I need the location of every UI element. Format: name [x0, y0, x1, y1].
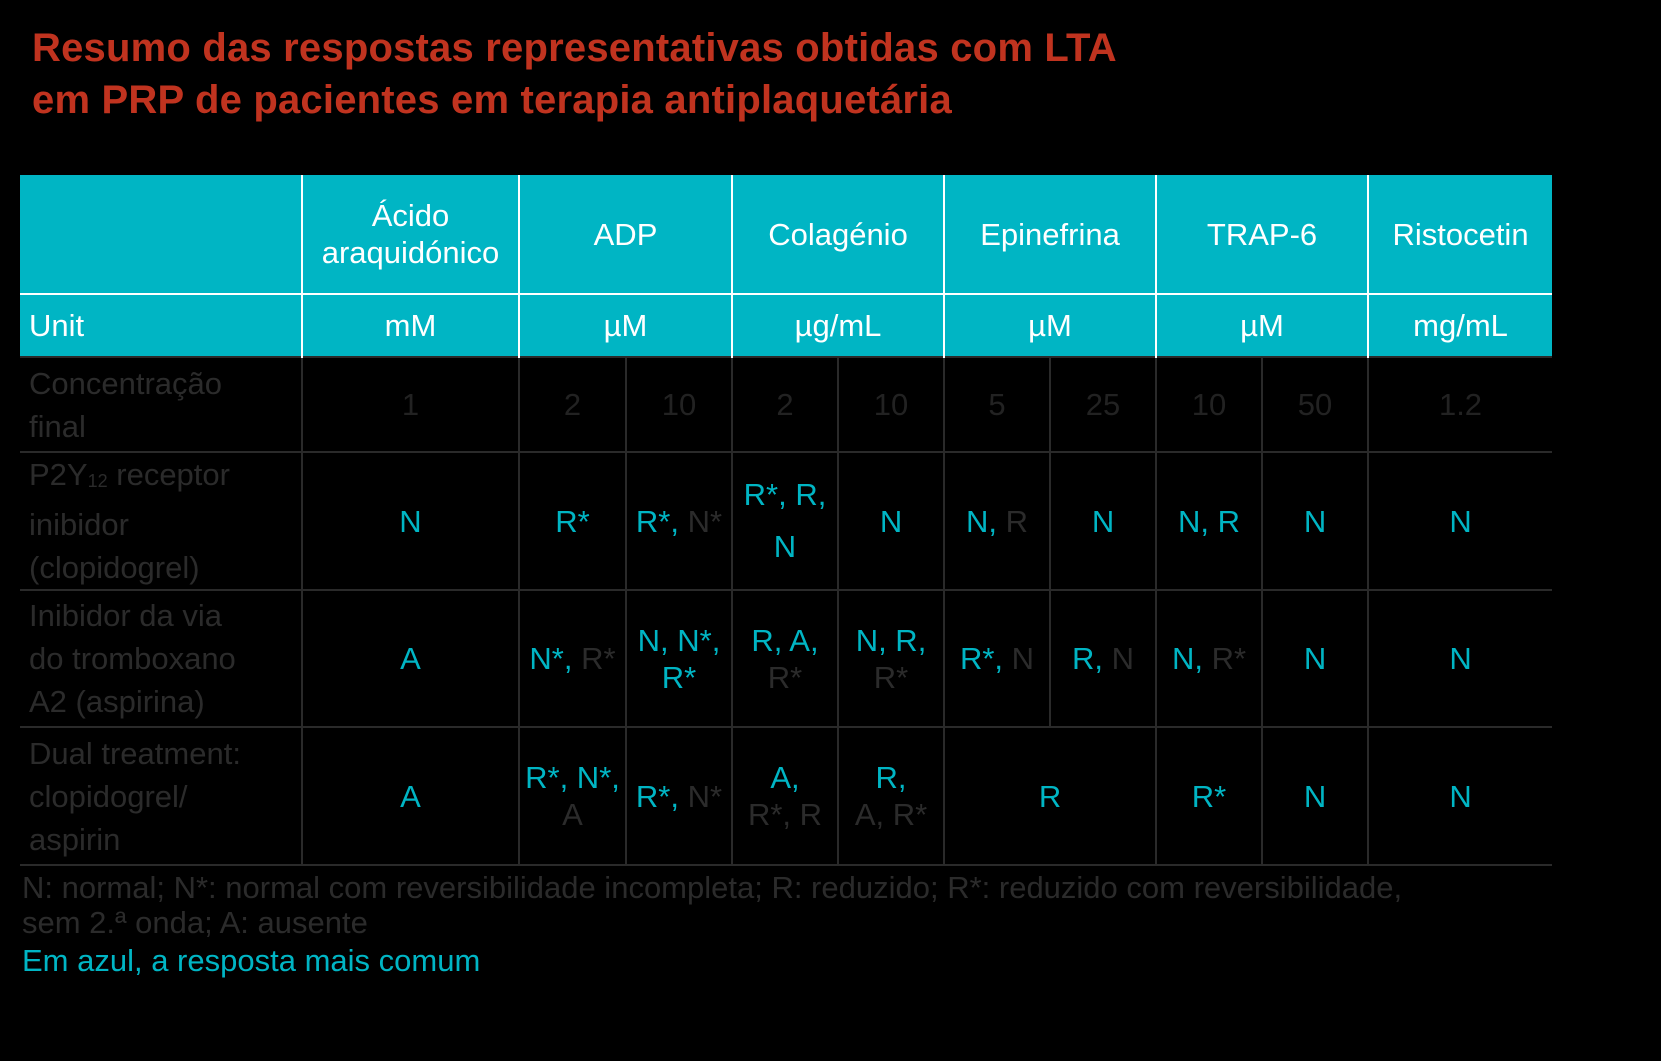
title-line-2: em PRP de pacientes em terapia antiplaqu… [32, 78, 952, 122]
response-cell: N [836, 451, 945, 590]
unit-cell: µM [1155, 293, 1369, 357]
concentration-value: 10 [625, 356, 732, 452]
response-cell: R*, N [943, 589, 1051, 727]
response-cell: N [1367, 589, 1553, 727]
header-empty-cell [20, 175, 302, 294]
response-cell: N [1367, 451, 1553, 590]
response-cell: R, A, R* [731, 589, 838, 727]
header-colagenio: Colagénio [730, 175, 945, 294]
row-label-aspirin: Inibidor da via do tromboxano A2 (aspirina… [20, 589, 302, 727]
lta-response-table: Ácido araquidónico ADP Colagénio Epinefri… [20, 175, 1553, 866]
response-cell: N [1261, 451, 1369, 590]
row-p2y12-inhibitor: P2Y12 receptor inibidor (clopidogrel) N R*… [20, 451, 1553, 590]
response-cell: R* [1155, 726, 1263, 866]
response-cell: N, R* [1155, 589, 1263, 727]
row-label-p2y12: P2Y12 receptor inibidor (clopidogrel) [20, 451, 302, 590]
concentration-value: 50 [1261, 356, 1369, 452]
response-cell: N [1049, 451, 1157, 590]
row-label-dual: Dual treatment: clopidogrel/aspirin [20, 726, 302, 866]
unit-cell: mM [301, 293, 519, 357]
response-cell: R*, N*, A [518, 726, 626, 866]
concentration-row: Concentração final 1 2 10 2 10 5 25 10 50… [20, 356, 1553, 452]
row-dual-treatment: Dual treatment: clopidogrel/aspirin A R*,… [20, 726, 1553, 866]
concentration-value: 10 [1155, 356, 1263, 452]
blue-note: Em azul, a resposta mais comum [22, 943, 481, 978]
legend-text: N: normal; N*: normal com reversibilidad… [22, 870, 1403, 940]
response-cell: N*, R* [518, 589, 626, 727]
concentration-value: 5 [943, 356, 1051, 452]
header-ristocetin: Ristocetin [1367, 175, 1553, 294]
row-thromboxane-inhibitor: Inibidor da via do tromboxano A2 (aspirina… [20, 589, 1553, 727]
response-cell: A [301, 726, 519, 866]
concentration-value: 1 [301, 356, 519, 452]
title-line-1: Resumo das respostas representativas obt… [32, 26, 1117, 70]
response-cell: N, R [943, 451, 1051, 590]
concentration-value: 2 [518, 356, 626, 452]
concentration-value: 25 [1049, 356, 1157, 452]
unit-row: Unit mM µM µg/mL µM µM mg/mL [20, 293, 1553, 357]
response-cell: A, R*, R [731, 726, 838, 866]
unit-cell: µg/mL [730, 293, 945, 357]
unit-cell: mg/mL [1367, 293, 1553, 357]
header-adp: ADP [518, 175, 732, 294]
header-acido-araquidonico: Ácido araquidónico [301, 175, 519, 294]
concentration-value: 1.2 [1367, 356, 1553, 452]
response-cell: R*, N* [625, 451, 732, 590]
concentration-value: 10 [836, 356, 945, 452]
response-cell: N, R, R* [836, 589, 945, 727]
unit-label: Unit [20, 293, 302, 357]
header-epinefrina: Epinefrina [943, 175, 1157, 294]
response-cell: N, N*, R* [625, 589, 732, 727]
response-cell: R [943, 726, 1157, 866]
concentration-label: Concentração final [20, 356, 302, 452]
response-cell: R*, R, N [731, 451, 838, 590]
response-cell: N [1261, 589, 1369, 727]
response-cell: R, N [1049, 589, 1157, 727]
response-cell: N [1261, 726, 1369, 866]
unit-cell: µM [518, 293, 732, 357]
response-cell: N [1367, 726, 1553, 866]
response-cell: R* [518, 451, 626, 590]
response-cell: R*, N* [625, 726, 732, 866]
response-cell: R, A, R* [836, 726, 945, 866]
concentration-value: 2 [731, 356, 838, 452]
page-title: Resumo das respostas representativas obt… [32, 22, 1117, 126]
response-cell: N, R [1155, 451, 1263, 590]
header-trap6: TRAP-6 [1155, 175, 1369, 294]
response-cell: N [301, 451, 519, 590]
unit-cell: µM [943, 293, 1157, 357]
agonist-header-row: Ácido araquidónico ADP Colagénio Epinefri… [20, 175, 1553, 294]
response-cell: A [301, 589, 519, 727]
